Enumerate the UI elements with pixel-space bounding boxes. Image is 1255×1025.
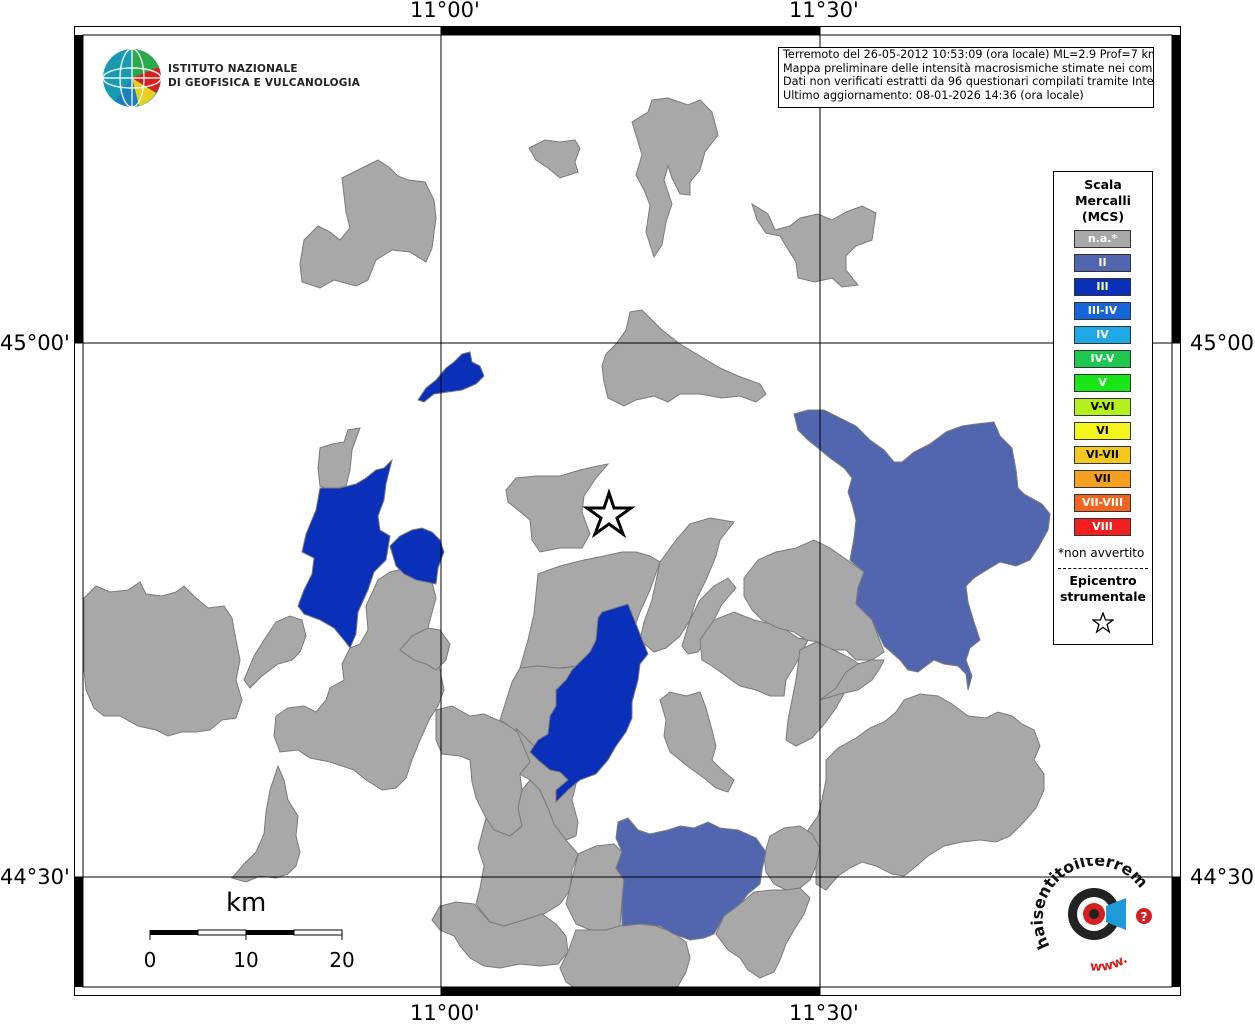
graticule <box>74 26 1181 996</box>
haisentitoilterremoto-logo-icon[interactable]: haisentitoilterremoto.it ? www. <box>1030 858 1160 978</box>
event-info-line4: Ultimo aggiornamento: 08-01-2026 14:36 (… <box>783 88 1084 102</box>
legend-title-line1: Scala <box>1084 177 1122 192</box>
legend-item: VI-VII <box>1074 446 1131 464</box>
frame-bar-right-upper <box>1172 35 1181 343</box>
frame-bar-right-lower <box>1172 877 1181 987</box>
municipality-ii <box>793 409 1051 691</box>
municipality-na <box>243 615 307 689</box>
municipality-iii <box>529 603 649 804</box>
municipality-na <box>659 691 735 793</box>
scale-tick-20: 20 <box>329 948 355 972</box>
municipality-na <box>559 923 691 995</box>
legend-title-line3: (MCS) <box>1081 209 1125 224</box>
scale-bar: km 0 10 20 <box>140 888 370 978</box>
municipality-na <box>743 539 885 661</box>
ingv-globe-logo-icon <box>102 48 162 108</box>
municipality-na <box>231 764 301 883</box>
municipality-na <box>785 641 863 747</box>
event-info-line2: Mappa preliminare delle intensità macros… <box>783 61 1154 75</box>
legend-note: *non avvertito <box>1058 546 1145 560</box>
legend-item: II <box>1074 254 1131 272</box>
municipality-na <box>299 159 437 289</box>
mcs-legend: Scala Mercalli (MCS) n.a.* II III III-IV IV I… <box>1053 171 1153 645</box>
municipality-na <box>505 463 610 553</box>
municipality-na <box>601 309 767 407</box>
scale-unit: km <box>226 888 267 918</box>
legend-item: III-IV <box>1074 302 1131 320</box>
municipality-na <box>83 581 243 737</box>
lat-label-left-upper: 45°00' <box>0 331 70 355</box>
municipality-na <box>631 97 719 259</box>
legend-title: Scala Mercalli (MCS) <box>1054 177 1152 225</box>
municipality-iii <box>297 458 393 649</box>
municipality-na <box>639 517 735 653</box>
ingv-name-line2: DI GEOFISICA E VULCANOLOGIA <box>168 76 361 89</box>
legend-item: VIII <box>1074 518 1131 536</box>
frame-bars <box>74 26 1181 996</box>
lat-label-right-lower: 44°30' <box>1190 865 1255 889</box>
epicentre-star-icon <box>582 488 636 539</box>
legend-item: V-VI <box>1074 398 1131 416</box>
website-question: ? <box>1141 910 1148 924</box>
frame-bar-top <box>441 26 820 35</box>
municipality-na <box>431 901 569 969</box>
legend-epicentre-label: Epicentro strumentale <box>1054 573 1152 605</box>
lat-label-left-lower: 44°30' <box>0 865 70 889</box>
legend-item: IV <box>1074 326 1131 344</box>
frame-bar-left-upper <box>74 35 83 343</box>
scale-tick-0: 0 <box>143 948 157 972</box>
municipality-na <box>475 779 579 927</box>
legend-star-icon <box>1092 612 1114 634</box>
ingv-name-line1: ISTITUTO NAZIONALE <box>168 63 298 75</box>
legend-epicentre-line1: Epicentro <box>1069 573 1137 588</box>
lat-label-right-upper: 45°00' <box>1190 331 1255 355</box>
municipality-na <box>807 693 1045 891</box>
municipality-iii <box>417 351 485 403</box>
lon-label-bottom-left: 11°00' <box>410 1001 480 1025</box>
website-text-bottom: www. <box>1090 952 1131 975</box>
municipality-na <box>819 659 885 701</box>
legend-item: VI <box>1074 422 1131 440</box>
frame-inner <box>82 34 1173 988</box>
legend-item: VII <box>1074 470 1131 488</box>
municipality-na <box>699 611 809 697</box>
legend-item: IV-V <box>1074 350 1131 368</box>
municipality-na <box>528 139 581 179</box>
municipality-na <box>715 887 811 979</box>
scale-bar-graphic <box>149 929 343 940</box>
legend-item: VII-VIII <box>1074 494 1131 512</box>
municipality-na <box>681 577 737 655</box>
municipality-na <box>399 627 451 671</box>
municipality-na <box>751 202 877 288</box>
frame-bar-left-lower <box>74 877 83 987</box>
legend-item: V <box>1074 374 1131 392</box>
legend-title-line2: Mercalli <box>1075 193 1131 208</box>
municipality-ii <box>615 817 767 941</box>
municipalities-ii <box>615 409 1051 941</box>
ingv-name: ISTITUTO NAZIONALE DI GEOFISICA E VULCAN… <box>168 63 360 90</box>
frame-bar-bottom <box>441 987 820 996</box>
event-info-line3: Dati non verificati estratti da 96 quest… <box>783 75 1154 89</box>
lon-label-top-right: 11°30' <box>789 0 859 22</box>
scale-tick-10: 10 <box>233 948 259 972</box>
municipalities-iii <box>297 351 649 804</box>
municipality-na <box>763 825 821 891</box>
event-info-box: Terremoto del 26-05-2012 10:53:09 (ora l… <box>778 47 1154 108</box>
legend-epicentre-line2: strumentale <box>1059 589 1147 604</box>
municipality-na <box>317 427 361 491</box>
lon-label-bottom-right: 11°30' <box>789 1001 859 1025</box>
legend-item: III <box>1074 278 1131 296</box>
event-info-line1: Terremoto del 26-05-2012 10:53:09 (ora l… <box>783 48 1154 61</box>
legend-item: n.a.* <box>1074 230 1131 248</box>
lon-label-top-left: 11°00' <box>410 0 480 22</box>
legend-separator <box>1058 568 1148 569</box>
